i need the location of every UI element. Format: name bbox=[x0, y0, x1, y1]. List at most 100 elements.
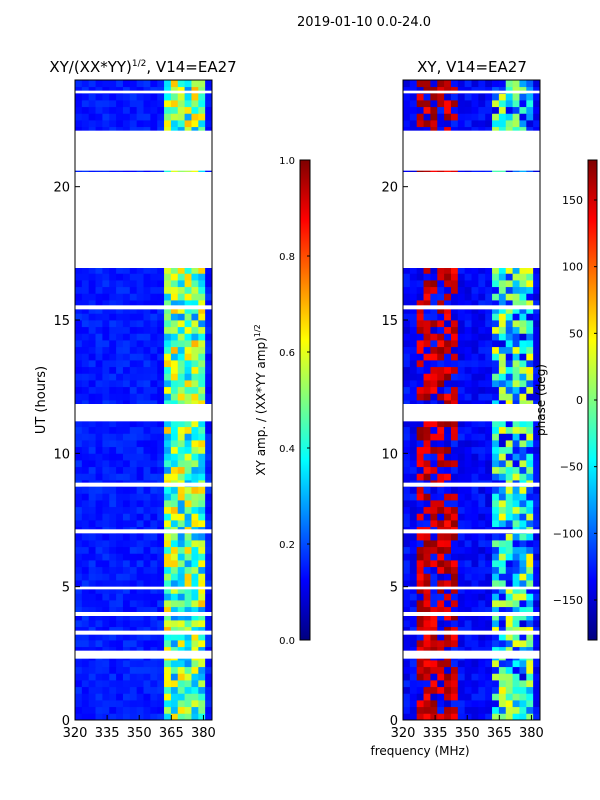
right-heat-cell bbox=[498, 340, 507, 348]
left-heat-cell bbox=[129, 673, 138, 681]
right-heat-cell bbox=[450, 486, 459, 494]
left-heat-cell bbox=[198, 600, 206, 608]
left-heat-cell bbox=[177, 286, 185, 294]
left-heat-cell bbox=[116, 113, 124, 121]
right-heat-cell bbox=[416, 660, 424, 668]
left-heat-cell bbox=[102, 380, 110, 388]
right-heat-cell bbox=[526, 646, 534, 654]
left-heat-cell bbox=[157, 373, 165, 381]
right-heat-cell bbox=[464, 280, 472, 288]
right-heat-cell bbox=[450, 540, 459, 548]
left-heat-cell bbox=[184, 433, 192, 441]
right-heat-cell bbox=[485, 573, 493, 581]
left-heat-cell bbox=[191, 340, 199, 348]
left-heat-cell bbox=[95, 333, 103, 341]
left-heat-cell bbox=[150, 440, 158, 448]
left-flag-gap bbox=[75, 172, 212, 268]
left-heat-cell bbox=[177, 640, 185, 648]
left-heat-cell bbox=[177, 593, 185, 601]
left-flag-gap bbox=[75, 612, 212, 616]
right-heat-cell bbox=[416, 640, 424, 648]
left-heat-cell bbox=[116, 520, 124, 528]
right-heat-cell bbox=[478, 326, 486, 334]
left-heat-cell bbox=[75, 440, 83, 448]
right-heat-cell bbox=[430, 340, 438, 348]
right-heat-cell bbox=[437, 646, 445, 654]
right-heat-cell bbox=[403, 580, 411, 588]
right-heat-cell bbox=[492, 620, 500, 628]
right-heat-cell bbox=[437, 593, 445, 601]
right-heat-cell bbox=[450, 613, 459, 621]
left-heat-cell bbox=[164, 340, 172, 348]
right-heat-cell bbox=[526, 680, 534, 688]
left-heat-cell bbox=[205, 400, 213, 408]
right-heat-cell bbox=[409, 380, 418, 388]
left-heat-cell bbox=[129, 486, 138, 494]
right-heat-cell bbox=[512, 580, 520, 588]
right-heat-cell bbox=[485, 533, 493, 541]
left-heat-cell bbox=[116, 680, 124, 688]
left-heat-cell bbox=[164, 633, 172, 641]
left-heat-cell bbox=[191, 506, 199, 514]
right-heat-cell bbox=[533, 120, 541, 128]
left-title-rest: , V14=EA27 bbox=[146, 58, 236, 76]
right-heat-cell bbox=[423, 600, 431, 608]
left-heat-cell bbox=[136, 340, 144, 348]
left-heat-cell bbox=[170, 706, 179, 714]
left-heat-cell bbox=[157, 400, 165, 408]
left-heat-cell bbox=[88, 126, 96, 134]
left-heat-cell bbox=[198, 273, 206, 281]
left-heat-cell bbox=[109, 540, 117, 548]
right-heat-cell bbox=[409, 673, 418, 681]
left-heat-cell bbox=[205, 313, 213, 321]
right-heat-cell bbox=[437, 626, 445, 634]
left-heat-cell bbox=[95, 666, 103, 674]
left-heat-cell bbox=[198, 473, 206, 481]
right-heat-cell bbox=[519, 360, 527, 368]
right-heat-cell bbox=[423, 293, 431, 301]
right-heat-cell bbox=[492, 346, 500, 354]
right-heat-cell bbox=[519, 646, 527, 654]
right-heat-cell bbox=[478, 446, 486, 454]
right-heat-cell bbox=[512, 446, 520, 454]
right-heat-cell bbox=[416, 626, 424, 634]
right-heat-cell bbox=[485, 126, 493, 134]
right-heat-cell bbox=[505, 453, 513, 461]
right-heat-cell bbox=[450, 700, 459, 708]
left-heat-cell bbox=[164, 286, 172, 294]
left-heat-cell bbox=[157, 286, 165, 294]
right-heat-cell bbox=[464, 686, 472, 694]
right-heat-cell bbox=[526, 493, 534, 501]
left-heat-cell bbox=[75, 333, 83, 341]
left-heat-cell bbox=[157, 573, 165, 581]
left-heat-cell bbox=[136, 393, 144, 401]
right-heat-cell bbox=[478, 620, 486, 628]
left-heat-cell bbox=[170, 466, 179, 474]
left-heat-cell bbox=[191, 513, 199, 521]
left-heat-cell bbox=[88, 640, 96, 648]
left-heat-cell bbox=[95, 433, 103, 441]
left-heat-cell bbox=[122, 120, 131, 128]
left-heat-cell bbox=[109, 353, 117, 361]
left-heat-cell bbox=[88, 340, 96, 348]
left-heat-cell bbox=[150, 666, 158, 674]
right-heat-cell bbox=[403, 560, 411, 568]
left-heat-cell bbox=[95, 120, 103, 128]
right-heat-cell bbox=[519, 673, 527, 681]
left-heatmap[interactable] bbox=[75, 80, 213, 721]
right-heat-cell bbox=[512, 560, 520, 568]
left-heat-cell bbox=[184, 400, 192, 408]
left-heat-cell bbox=[129, 520, 138, 528]
right-heatmap[interactable] bbox=[403, 80, 541, 721]
left-heat-cell bbox=[122, 626, 131, 634]
left-heat-cell bbox=[88, 613, 96, 621]
left-heat-cell bbox=[122, 593, 131, 601]
left-heat-cell bbox=[81, 93, 90, 101]
left-heat-cell bbox=[184, 273, 192, 281]
left-heat-cell bbox=[177, 306, 185, 314]
left-heat-cell bbox=[81, 600, 90, 608]
right-heat-cell bbox=[437, 340, 445, 348]
left-heat-cell bbox=[136, 93, 144, 101]
left-heat-cell bbox=[164, 520, 172, 528]
right-heat-cell bbox=[498, 546, 507, 554]
